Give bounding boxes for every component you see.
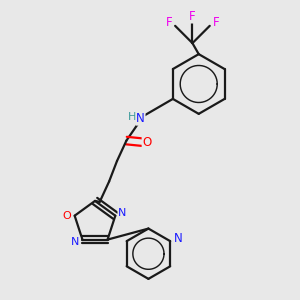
Text: F: F bbox=[213, 16, 219, 29]
Text: F: F bbox=[189, 10, 196, 23]
Text: O: O bbox=[142, 136, 152, 148]
Text: N: N bbox=[118, 208, 126, 218]
Text: N: N bbox=[71, 237, 80, 247]
Text: N: N bbox=[136, 112, 145, 125]
Text: N: N bbox=[174, 232, 182, 245]
Text: H: H bbox=[128, 112, 136, 122]
Text: O: O bbox=[62, 211, 71, 221]
Text: F: F bbox=[166, 16, 172, 29]
